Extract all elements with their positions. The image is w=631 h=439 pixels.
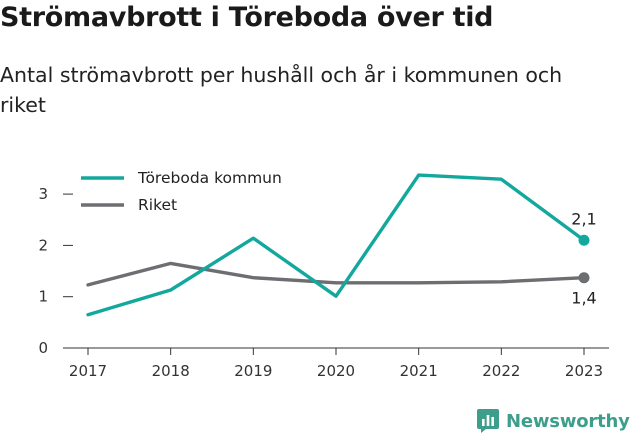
axes: 0 1 2 3 2017 2018 2019 2020 2021 2022 2023 bbox=[38, 185, 609, 380]
x-tick-label: 2019 bbox=[234, 362, 272, 380]
x-tick-label: 2020 bbox=[317, 362, 355, 380]
chart-subtitle: Antal strömavbrott per hushåll och år i … bbox=[0, 63, 563, 117]
series-line-1 bbox=[86, 261, 586, 287]
y-tick-label: 0 bbox=[38, 339, 48, 357]
y-tick-label: 3 bbox=[38, 185, 48, 203]
newsworthy-logo-icon bbox=[477, 409, 499, 433]
series-end-point-1 bbox=[578, 272, 590, 284]
series-layer: 2,1 1,4 bbox=[86, 173, 597, 317]
newsworthy-logo: Newsworthy bbox=[476, 408, 630, 434]
legend-label-0: Töreboda kommun bbox=[137, 169, 282, 187]
series-line-0 bbox=[86, 173, 586, 317]
x-tick-label: 2022 bbox=[482, 362, 520, 380]
x-tick-label: 2018 bbox=[152, 362, 190, 380]
legend: Töreboda kommun Riket bbox=[81, 169, 282, 214]
y-tick-label: 2 bbox=[38, 236, 48, 254]
chart-title: Strömavbrott i Töreboda över tid bbox=[0, 2, 494, 33]
legend-label-1: Riket bbox=[138, 196, 177, 214]
x-tick-label: 2023 bbox=[565, 362, 603, 380]
x-tick-label: 2017 bbox=[69, 362, 107, 380]
y-tick-label: 1 bbox=[38, 288, 48, 306]
newsworthy-logo-text: Newsworthy bbox=[506, 410, 630, 432]
x-tick-label: 2021 bbox=[400, 362, 438, 380]
series-end-point-0 bbox=[578, 234, 590, 246]
series-end-label-1: 1,4 bbox=[571, 289, 596, 308]
series-end-label-0: 2,1 bbox=[571, 209, 596, 228]
